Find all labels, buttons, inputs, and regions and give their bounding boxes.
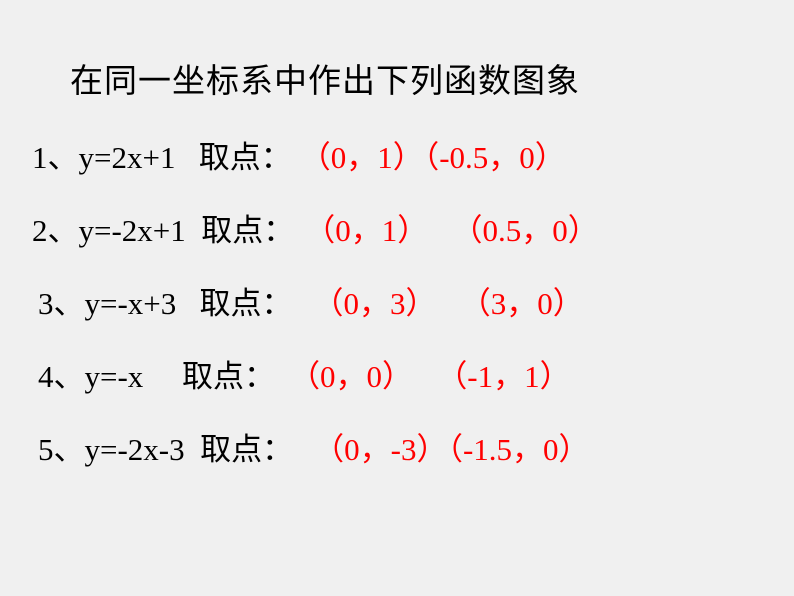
function-row-1: 1、y=2x+1 取点： （0，1）（-0.5，0） xyxy=(20,132,774,177)
slide-title: 在同一坐标系中作出下列函数图象 xyxy=(70,54,774,102)
function-label-5: 5、y=-2x-3 取点： xyxy=(38,424,293,469)
function-row-2: 2、y=-2x+1 取点： （0，1） （0.5，0） xyxy=(20,205,774,250)
function-label-2: 2、y=-2x+1 取点： xyxy=(32,205,294,250)
function-label-1: 1、y=2x+1 取点： xyxy=(32,132,292,177)
function-points-3: （0，3） （3，0） xyxy=(313,278,584,323)
function-label-3: 3、y=-x+3 取点： xyxy=(38,278,293,323)
function-row-5: 5、y=-2x-3 取点： （0，-3）（-1.5，0） xyxy=(20,424,774,469)
function-row-4: 4、y=-x 取点： （0，0） （-1，1） xyxy=(20,351,774,396)
function-row-3: 3、y=-x+3 取点： （0，3） （3，0） xyxy=(20,278,774,323)
function-label-4: 4、y=-x 取点： xyxy=(38,351,275,396)
slide-content: 在同一坐标系中作出下列函数图象 1、y=2x+1 取点： （0，1）（-0.5，… xyxy=(0,0,794,517)
function-points-5: （0，-3）（-1.5，0） xyxy=(313,424,589,469)
function-points-4: （0，0） （-1，1） xyxy=(289,351,571,396)
function-points-1: （0，1）（-0.5，0） xyxy=(300,132,566,177)
function-points-2: （0，1） （0.5，0） xyxy=(304,205,599,250)
